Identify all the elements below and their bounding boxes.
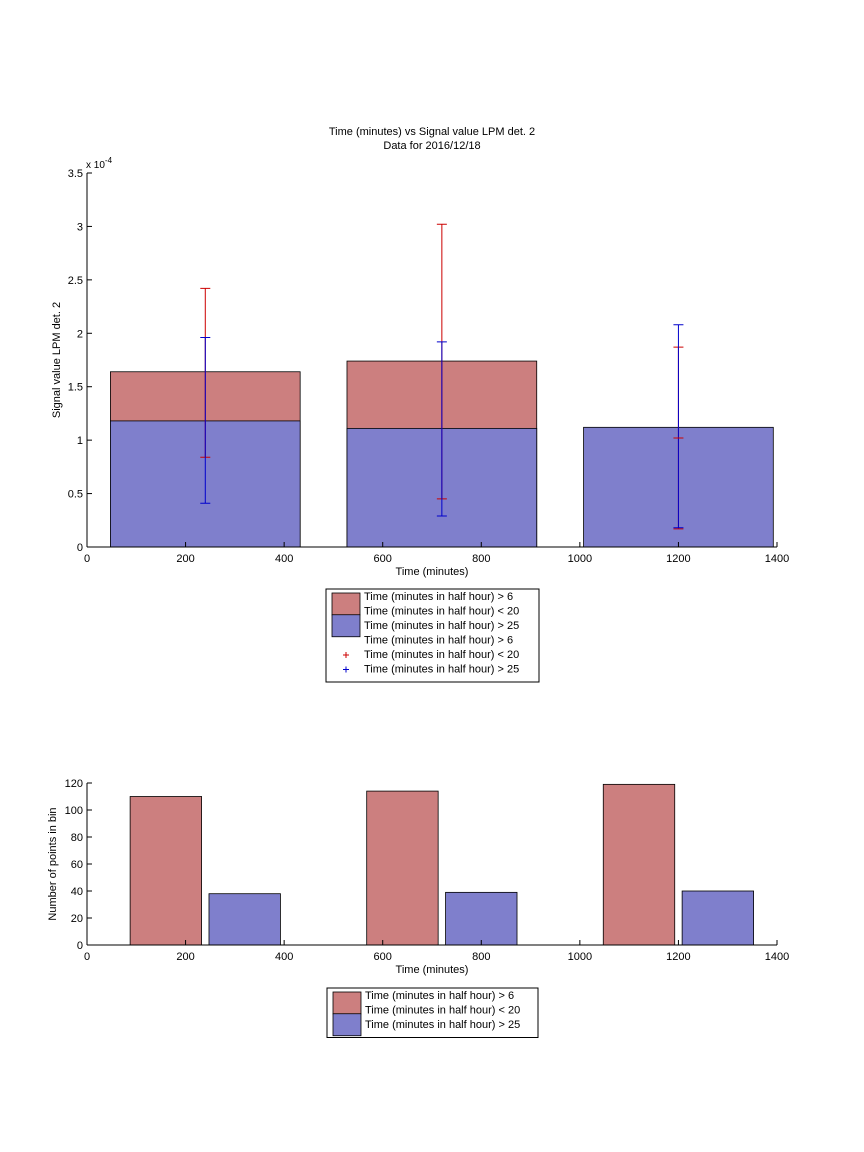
y-axis-label: Number of points in bin bbox=[47, 807, 59, 920]
legend-swatch bbox=[331, 614, 361, 638]
legend-swatch bbox=[332, 991, 362, 1015]
errorbar-group bbox=[200, 223, 684, 530]
x-tick-label: 1400 bbox=[765, 951, 789, 963]
bar-red bbox=[366, 790, 439, 946]
bar-blue bbox=[681, 890, 754, 946]
y-tick-label: 20 bbox=[71, 913, 83, 925]
legend-label: Time (minutes in half hour) > 25 bbox=[365, 1019, 520, 1031]
x-tick-label: 1200 bbox=[666, 553, 690, 565]
y-tick-label: 0 bbox=[77, 940, 83, 952]
y-tick-label: 2 bbox=[77, 328, 83, 340]
legend-label: Time (minutes in half hour) < 20 bbox=[364, 649, 519, 661]
signal-chart: Time (minutes) vs Signal value LPM det. … bbox=[51, 126, 790, 683]
x-tick-label: 0 bbox=[84, 553, 90, 565]
x-tick-label: 1000 bbox=[568, 553, 592, 565]
errorbar-blue bbox=[200, 337, 211, 504]
y-tick-label: 3.5 bbox=[68, 168, 83, 180]
x-tick-label: 0 bbox=[84, 951, 90, 963]
legend-box bbox=[325, 588, 540, 683]
count-chart: 0 200 400 600 800 1000 1200 1400 0 20 40 60 80 100 120… bbox=[47, 778, 789, 1038]
legend: Time (minutes in half hour) > 6 Time (min… bbox=[326, 987, 539, 1038]
x-tick-label: 600 bbox=[374, 951, 392, 963]
chart-title: Time (minutes) vs Signal value LPM det. … bbox=[329, 126, 535, 138]
legend-label: Time (minutes in half hour) > 25 bbox=[364, 664, 519, 676]
bar-blue bbox=[208, 893, 281, 946]
y-tick-label: 100 bbox=[65, 805, 83, 817]
legend-marker bbox=[343, 666, 349, 673]
y-tick-label: 80 bbox=[71, 832, 83, 844]
x-tick-label: 1400 bbox=[765, 553, 789, 565]
errorbar-blue bbox=[673, 324, 684, 529]
bar-red bbox=[602, 783, 676, 946]
y-tick-label: 3 bbox=[77, 221, 83, 233]
y-axis-label: Signal value LPM det. 2 bbox=[51, 302, 63, 418]
legend-label: Time (minutes in half hour) > 6 bbox=[364, 635, 513, 647]
x-axis-label: Time (minutes) bbox=[396, 964, 469, 976]
x-tick-label: 400 bbox=[275, 951, 293, 963]
y-exponent-label: -4 bbox=[105, 156, 113, 165]
y-tick-label: 60 bbox=[71, 859, 83, 871]
legend-label: Time (minutes in half hour) > 6 bbox=[365, 990, 514, 1002]
x-tick-label: 200 bbox=[176, 553, 194, 565]
x-tick-label: 1000 bbox=[568, 951, 592, 963]
errorbar-blue bbox=[436, 341, 447, 517]
legend-label: Time (minutes in half hour) > 6 bbox=[364, 591, 513, 603]
x-tick-label: 1200 bbox=[666, 951, 690, 963]
legend-swatch bbox=[332, 1013, 362, 1037]
legend-label: Time (minutes in half hour) > 25 bbox=[364, 620, 519, 632]
legend-swatch bbox=[331, 592, 361, 616]
y-tick-label: 40 bbox=[71, 886, 83, 898]
bar-red bbox=[129, 796, 202, 946]
y-multiplier-label: x 10-4 bbox=[86, 156, 113, 171]
y-tick-label: 2.5 bbox=[68, 275, 83, 287]
y-tick-label: 0 bbox=[77, 542, 83, 554]
axes: 0 200 400 600 800 1000 1200 1400 0 20 40 60 80 100 120 bbox=[65, 778, 790, 963]
legend-label: Time (minutes in half hour) < 20 bbox=[365, 1005, 520, 1017]
x-tick-label: 400 bbox=[275, 553, 293, 565]
x-tick-label: 800 bbox=[472, 951, 490, 963]
axes: 0 200 400 600 800 1000 1200 1400 0 0.5 1 1.5 2 2.5 3 3.… bbox=[68, 168, 790, 565]
bar-group bbox=[129, 783, 754, 946]
x-axis-label: Time (minutes) bbox=[396, 566, 469, 578]
legend: Time (minutes in half hour) > 6 Time (min… bbox=[325, 588, 540, 683]
y-tick-label: 0.5 bbox=[68, 489, 83, 501]
legend-label: Time (minutes in half hour) < 20 bbox=[364, 606, 519, 618]
y-tick-label: 1.5 bbox=[68, 382, 83, 394]
bar-blue bbox=[445, 891, 518, 946]
x-tick-label: 800 bbox=[472, 553, 490, 565]
x-tick-label: 200 bbox=[176, 951, 194, 963]
y-tick-label: 120 bbox=[65, 778, 83, 790]
chart-subtitle: Data for 2016/12/18 bbox=[383, 140, 480, 152]
y-tick-label: 1 bbox=[77, 435, 83, 447]
legend-marker bbox=[343, 652, 349, 658]
x-tick-label: 600 bbox=[374, 553, 392, 565]
legend-box bbox=[326, 987, 539, 1038]
